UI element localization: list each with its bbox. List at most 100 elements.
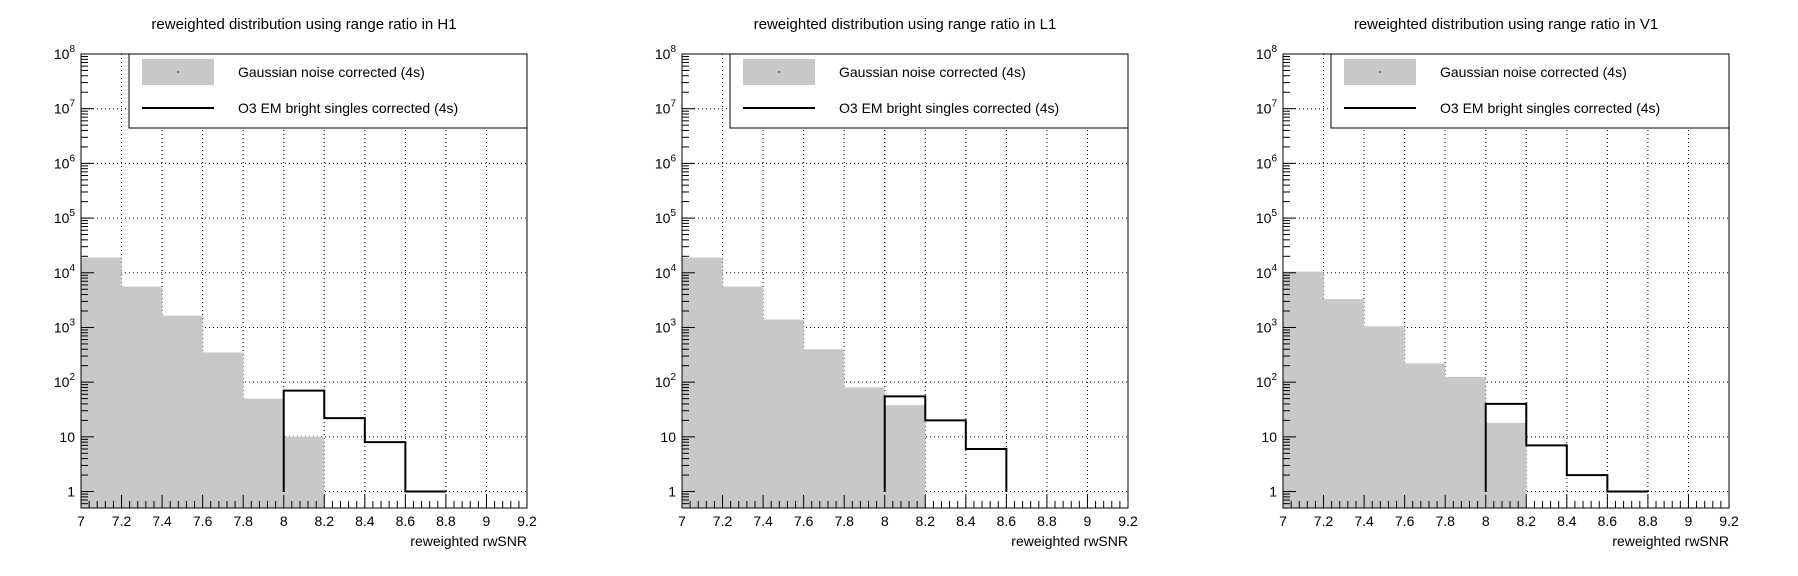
y-tick-label: 108 xyxy=(54,44,76,62)
chart-panel-2: reweighted distribution using range rati… xyxy=(1256,16,1739,549)
chart-title: reweighted distribution using range rati… xyxy=(754,16,1057,33)
bar-gaussian-bin-0 xyxy=(81,257,122,508)
legend-marker-gaussian xyxy=(1379,71,1381,73)
y-tick-label: 1 xyxy=(668,484,676,500)
x-tick-label: 9.2 xyxy=(1719,513,1739,529)
chart-panel-1: reweighted distribution using range rati… xyxy=(655,16,1138,549)
y-tick-label: 107 xyxy=(1256,99,1278,117)
y-tick-label: 103 xyxy=(1256,317,1278,335)
x-tick-label: 7.2 xyxy=(112,513,132,529)
x-tick-label: 8.8 xyxy=(1638,513,1658,529)
y-tick-label: 10 xyxy=(59,429,75,445)
y-tick-label: 102 xyxy=(655,372,677,390)
legend-label-gaussian: Gaussian noise corrected (4s) xyxy=(1440,64,1627,80)
legend-label-gaussian: Gaussian noise corrected (4s) xyxy=(238,64,425,80)
legend-marker-gaussian xyxy=(177,71,179,73)
legend-label-o3-em-bright: O3 EM bright singles corrected (4s) xyxy=(839,100,1059,116)
x-tick-label: 7.6 xyxy=(794,513,814,529)
x-tick-label: 7.4 xyxy=(753,513,773,529)
y-tick-label: 108 xyxy=(655,44,677,62)
y-tick-label: 106 xyxy=(655,153,677,171)
bar-gaussian-bin-1 xyxy=(722,286,764,508)
x-tick-label: 8.2 xyxy=(1517,513,1537,529)
x-tick-label: 8.4 xyxy=(355,513,375,529)
y-tick-label: 102 xyxy=(1256,372,1278,390)
bar-gaussian-bin-3 xyxy=(202,352,244,508)
bar-gaussian-bin-1 xyxy=(1323,299,1365,508)
bar-gaussian-bin-0 xyxy=(682,257,723,508)
y-tick-label: 10 xyxy=(660,429,676,445)
x-tick-label: 7.2 xyxy=(1314,513,1334,529)
y-tick-label: 10 xyxy=(1261,429,1277,445)
x-tick-label: 9 xyxy=(1084,513,1092,529)
legend-label-gaussian: Gaussian noise corrected (4s) xyxy=(839,64,1026,80)
x-tick-label: 9 xyxy=(1685,513,1693,529)
bar-gaussian-bin-4 xyxy=(243,398,284,508)
y-tick-label: 108 xyxy=(1256,44,1278,62)
x-tick-label: 7.6 xyxy=(1395,513,1415,529)
y-tick-label: 106 xyxy=(54,153,76,171)
x-axis-label: reweighted rwSNR xyxy=(1612,533,1729,549)
bar-gaussian-bin-5 xyxy=(884,405,926,508)
y-tick-label: 105 xyxy=(655,208,677,226)
x-tick-label: 9.2 xyxy=(517,513,537,529)
y-tick-label: 105 xyxy=(1256,208,1278,226)
y-tick-label: 102 xyxy=(54,372,76,390)
x-tick-label: 7 xyxy=(678,513,686,529)
bar-gaussian-bin-1 xyxy=(121,286,163,508)
y-tick-label: 107 xyxy=(54,99,76,117)
y-tick-label: 107 xyxy=(655,99,677,117)
bar-gaussian-bin-2 xyxy=(1364,326,1405,508)
x-tick-label: 8.2 xyxy=(916,513,936,529)
x-tick-label: 7 xyxy=(77,513,85,529)
legend-label-o3-em-bright: O3 EM bright singles corrected (4s) xyxy=(238,100,458,116)
x-tick-label: 7.8 xyxy=(834,513,854,529)
y-tick-label: 106 xyxy=(1256,153,1278,171)
bar-gaussian-bin-4 xyxy=(844,387,885,508)
x-axis-label: reweighted rwSNR xyxy=(1011,533,1128,549)
x-tick-label: 8.6 xyxy=(1598,513,1618,529)
x-tick-label: 8.6 xyxy=(997,513,1017,529)
x-tick-label: 9 xyxy=(483,513,491,529)
x-tick-label: 8.8 xyxy=(1037,513,1057,529)
y-tick-label: 104 xyxy=(655,263,677,281)
bar-gaussian-bin-5 xyxy=(1485,422,1527,508)
bar-gaussian-bin-4 xyxy=(1445,376,1486,508)
x-tick-label: 7 xyxy=(1279,513,1287,529)
bar-gaussian-bin-5 xyxy=(283,436,325,508)
x-tick-label: 8 xyxy=(881,513,889,529)
step-line-o3-em-bright xyxy=(883,395,1008,492)
x-tick-label: 8.2 xyxy=(315,513,335,529)
x-tick-label: 8.4 xyxy=(1557,513,1577,529)
x-tick-label: 7.4 xyxy=(1354,513,1374,529)
bar-gaussian-bin-2 xyxy=(763,319,804,508)
x-tick-label: 8.4 xyxy=(956,513,976,529)
bar-gaussian-bin-0 xyxy=(1283,271,1324,508)
bar-gaussian-bin-3 xyxy=(803,349,845,508)
bar-gaussian-bin-2 xyxy=(162,315,203,508)
legend-marker-gaussian xyxy=(778,71,780,73)
chart-title: reweighted distribution using range rati… xyxy=(1354,16,1658,33)
x-tick-label: 8 xyxy=(280,513,288,529)
x-axis-label: reweighted rwSNR xyxy=(410,533,527,549)
x-tick-label: 7.4 xyxy=(152,513,172,529)
legend: Gaussian noise corrected (4s) O3 EM brigh… xyxy=(1330,53,1730,129)
x-tick-label: 7.2 xyxy=(713,513,733,529)
y-tick-label: 103 xyxy=(655,317,677,335)
step-line-o3-em-bright xyxy=(1484,402,1649,493)
bar-gaussian-bin-3 xyxy=(1404,363,1446,508)
y-tick-label: 1 xyxy=(67,484,75,500)
legend: Gaussian noise corrected (4s) O3 EM brigh… xyxy=(729,53,1129,129)
x-tick-label: 7.6 xyxy=(193,513,213,529)
x-tick-label: 8 xyxy=(1482,513,1490,529)
chart-title: reweighted distribution using range rati… xyxy=(151,16,456,33)
step-line-o3-em-bright xyxy=(282,389,447,493)
y-tick-label: 104 xyxy=(1256,263,1278,281)
y-tick-label: 1 xyxy=(1269,484,1277,500)
chart-panel-0: reweighted distribution using range rati… xyxy=(54,16,537,549)
y-tick-label: 103 xyxy=(54,317,76,335)
x-tick-label: 7.8 xyxy=(1435,513,1455,529)
x-tick-label: 7.8 xyxy=(233,513,253,529)
y-tick-label: 105 xyxy=(54,208,76,226)
